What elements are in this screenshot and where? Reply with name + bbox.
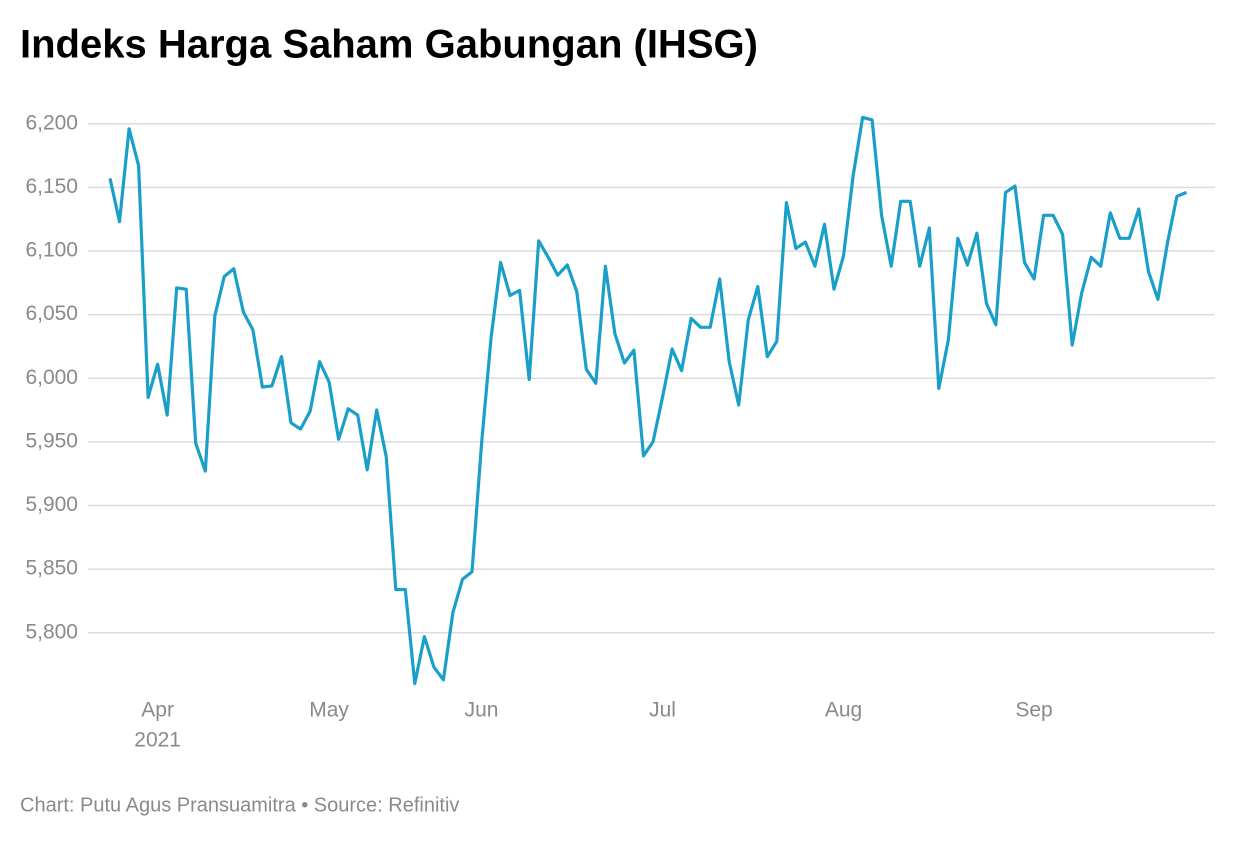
x-tick-label: Aug <box>825 699 862 722</box>
y-tick-label: 6,100 <box>25 239 78 262</box>
y-tick-label: 6,050 <box>25 302 78 325</box>
y-tick-label: 5,950 <box>25 429 78 452</box>
chart-title: Indeks Harga Saham Gabungan (IHSG) <box>20 23 758 67</box>
y-tick-label: 6,200 <box>25 111 78 134</box>
x-tick-label: Jul <box>649 699 676 722</box>
y-tick-label: 5,800 <box>25 620 78 643</box>
y-tick-label: 5,850 <box>25 557 78 580</box>
y-tick-label: 5,900 <box>25 493 78 516</box>
line-series <box>108 115 1188 686</box>
x-tick-label: Jun <box>465 699 499 722</box>
x-year-label: 2021 <box>134 729 181 752</box>
y-tick-label: 6,000 <box>25 366 78 389</box>
x-tick-label: May <box>309 699 349 722</box>
y-tick-label: 6,150 <box>25 175 78 198</box>
x-tick-label: Sep <box>1015 699 1052 722</box>
x-tick-label: Apr <box>141 699 174 722</box>
source-note: Chart: Putu Agus Pransuamitra • Source: … <box>20 794 459 816</box>
